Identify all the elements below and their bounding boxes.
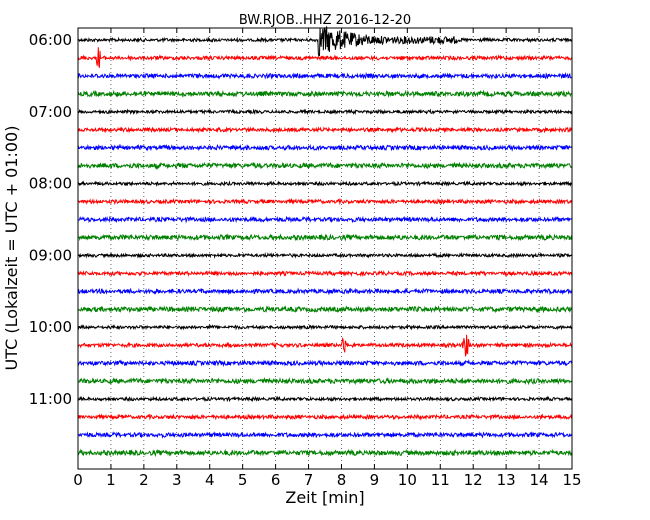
x-tick-label: 13 [497, 471, 516, 489]
x-axis-ticks: 0 1 2 3 4 5 6 7 8 9 10 11 12 13 14 15 [73, 28, 582, 489]
x-tick-label: 7 [304, 471, 314, 489]
x-tick-label: 3 [172, 471, 182, 489]
y-tick-label: 09:00 [29, 246, 72, 264]
seismic-trace [77, 448, 573, 458]
seismic-trace [77, 26, 573, 57]
x-tick-label: 5 [238, 471, 248, 489]
y-axis-label: UTC (Lokalzeit = UTC + 01:00) [2, 126, 21, 371]
seismic-trace [77, 89, 573, 99]
seismic-trace [77, 269, 573, 278]
seismic-trace [77, 215, 573, 224]
chart-title: BW.RJOB..HHZ 2016-12-20 [239, 13, 411, 28]
seismic-trace [77, 251, 573, 259]
seismic-trace [77, 431, 573, 439]
x-tick-label: 14 [530, 471, 549, 489]
y-tick-label: 08:00 [29, 175, 72, 193]
seismic-trace [77, 197, 573, 206]
x-tick-label: 1 [106, 471, 116, 489]
seismic-trace [77, 305, 573, 314]
x-tick-label: 11 [431, 471, 450, 489]
seismic-trace [77, 324, 573, 331]
seismic-trace [77, 233, 573, 242]
seismic-trace [77, 180, 573, 187]
x-axis-label: Zeit [min] [285, 488, 364, 507]
y-tick-label: 10:00 [29, 318, 72, 336]
y-tick-label: 11:00 [29, 390, 72, 408]
x-tick-label: 10 [398, 471, 417, 489]
x-tick-label: 4 [205, 471, 215, 489]
x-tick-label: 9 [370, 471, 380, 489]
seismic-trace [77, 358, 573, 368]
seismic-trace [77, 71, 573, 80]
y-axis-ticks: 06:00 07:00 08:00 09:00 10:00 11:00 [29, 31, 572, 408]
x-tick-label: 8 [337, 471, 347, 489]
seismic-trace [77, 47, 573, 68]
seismic-traces [77, 26, 573, 458]
seismic-trace [77, 126, 573, 134]
plot-frame [77, 27, 573, 470]
seismic-trace [77, 161, 573, 171]
seismic-trace [77, 376, 573, 386]
x-tick-label: 0 [73, 471, 83, 489]
seismic-trace [77, 143, 573, 152]
x-tick-label: 2 [139, 471, 149, 489]
x-tick-label: 15 [562, 471, 581, 489]
seismic-trace [77, 287, 573, 296]
y-tick-label: 07:00 [29, 103, 72, 121]
seismic-trace [77, 395, 573, 403]
x-tick-label: 12 [464, 471, 483, 489]
seismic-trace [77, 413, 573, 421]
seismic-trace [77, 334, 573, 357]
y-tick-label: 06:00 [29, 31, 72, 49]
seismic-trace [77, 108, 573, 116]
x-tick-label: 6 [271, 471, 281, 489]
grid-lines [110, 28, 540, 469]
